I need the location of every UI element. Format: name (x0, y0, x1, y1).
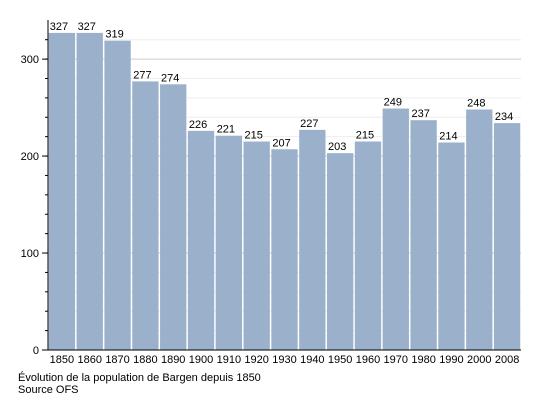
bar-value-label: 214 (439, 130, 457, 142)
chart-caption: Évolution de la population de Bargen dep… (18, 372, 261, 384)
x-tick-label: 1970 (384, 354, 408, 366)
x-tick-label: 1860 (77, 354, 101, 366)
x-tick-label: 1950 (328, 354, 352, 366)
bar (104, 40, 131, 351)
bar-value-label: 215 (245, 130, 263, 142)
bar (466, 109, 493, 350)
data-labels: 327 1850 327 1860 319 1870 277 1880 274 1890 226 19… (21, 21, 520, 366)
x-tick-label: 2008 (495, 354, 519, 366)
chart-source: Source OFS (18, 384, 79, 396)
bar (299, 129, 326, 350)
bar (215, 135, 243, 350)
bar-value-label: 274 (161, 72, 179, 84)
bar (160, 84, 187, 350)
x-tick-label: 1850 (50, 354, 74, 366)
bar (187, 130, 215, 350)
bar-value-label: 203 (328, 141, 346, 153)
bar (132, 81, 159, 351)
bar-value-label: 277 (133, 69, 151, 81)
bar (76, 32, 103, 351)
bar-value-label: 215 (356, 130, 374, 142)
bars (48, 32, 521, 351)
bar-value-label: 249 (384, 97, 402, 109)
bar-value-label: 327 (78, 21, 96, 33)
x-tick-label: 1920 (244, 354, 268, 366)
bar-value-label: 237 (411, 108, 429, 120)
x-tick-label: 1960 (356, 354, 380, 366)
bar-value-label: 226 (189, 119, 207, 131)
x-tick-label: 1890 (161, 354, 185, 366)
bar (271, 149, 298, 350)
bar-value-label: 207 (272, 137, 290, 149)
y-tick-label: 0 (33, 345, 39, 357)
bar-value-label: 248 (467, 98, 485, 110)
y-tick-label: 200 (21, 151, 39, 163)
bar-value-label: 221 (217, 124, 235, 136)
bar (354, 141, 382, 350)
bar (438, 142, 465, 350)
bar (243, 141, 270, 350)
y-tick-label: 300 (21, 54, 39, 66)
bar (410, 120, 437, 350)
x-tick-label: 1940 (300, 354, 324, 366)
x-tick-label: 1930 (272, 354, 296, 366)
x-tick-label: 1880 (133, 354, 157, 366)
x-tick-label: 1900 (189, 354, 213, 366)
x-tick-label: 1990 (439, 354, 463, 366)
x-tick-label: 1870 (105, 354, 129, 366)
bar (382, 108, 409, 350)
bar (326, 153, 354, 350)
y-tick-label: 100 (21, 248, 39, 260)
bar-value-label: 327 (50, 21, 68, 33)
bar-value-label: 227 (300, 118, 318, 130)
bar-value-label: 234 (495, 111, 513, 123)
axes (42, 20, 521, 351)
bar (493, 123, 521, 350)
x-tick-label: 2000 (467, 354, 491, 366)
x-tick-label: 1980 (411, 354, 435, 366)
bar-value-label: 319 (105, 29, 123, 41)
x-tick-label: 1910 (217, 354, 241, 366)
bar (48, 32, 76, 351)
